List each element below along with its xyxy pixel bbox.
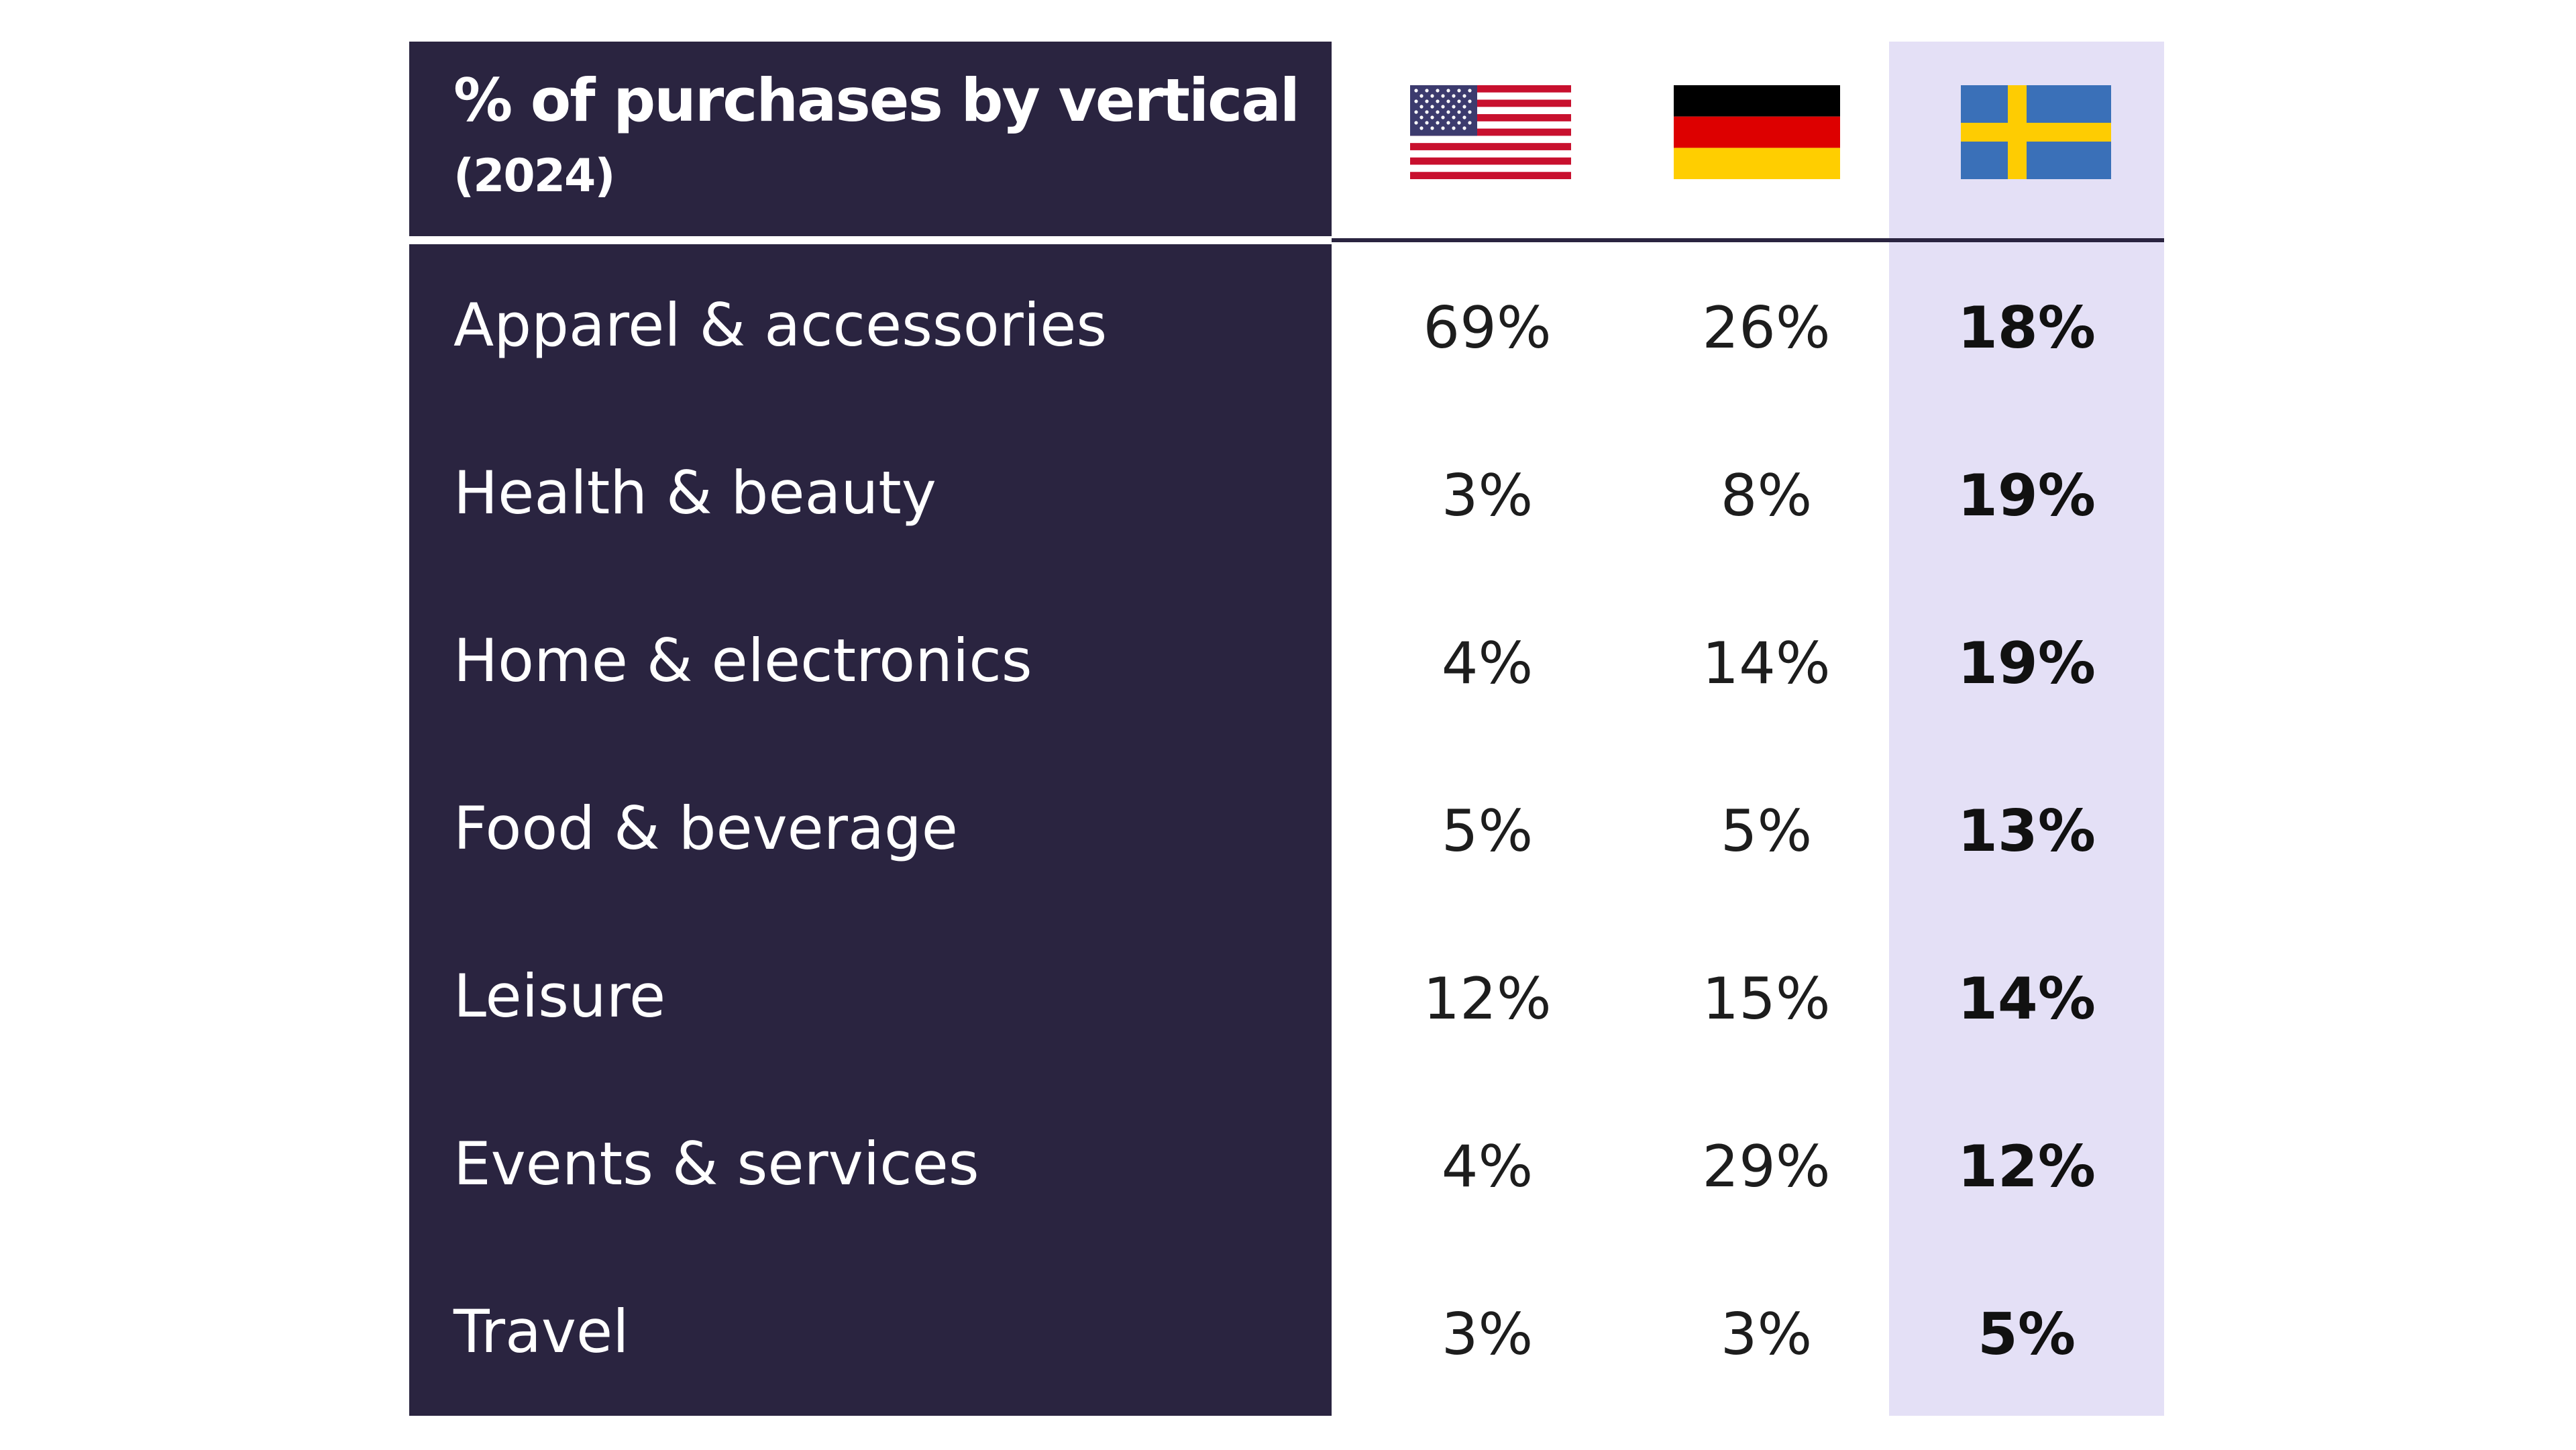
value-cell: 12%	[1957, 1133, 2096, 1200]
value-cell: 69%	[1423, 295, 1552, 362]
value-cell: 5%	[1441, 798, 1534, 865]
table-title-year: (2024)	[453, 150, 615, 203]
table-title: % of purchases by vertical (2024)	[453, 59, 1319, 208]
header-rule	[1332, 238, 2164, 242]
row-label: Health & beauty	[453, 458, 936, 527]
value-cell: 15%	[1702, 966, 1831, 1033]
row-label: Apparel & accessories	[453, 291, 1108, 360]
value-cell: 12%	[1423, 966, 1552, 1033]
value-cell: 5%	[1977, 1301, 2076, 1368]
value-cell: 19%	[1957, 462, 2096, 529]
value-cell: 29%	[1702, 1133, 1831, 1200]
value-cell: 14%	[1957, 966, 2096, 1033]
value-cell: 3%	[1441, 462, 1534, 529]
value-cell: 18%	[1957, 295, 2096, 362]
value-cell: 8%	[1720, 462, 1813, 529]
header-divider	[409, 236, 1332, 244]
row-label: Food & beverage	[453, 794, 958, 863]
value-cell: 3%	[1441, 1301, 1534, 1368]
value-cell: 3%	[1720, 1301, 1813, 1368]
value-cell: 14%	[1702, 630, 1831, 697]
value-cell: 5%	[1720, 798, 1813, 865]
row-label: Leisure	[453, 962, 666, 1031]
value-cell: 4%	[1441, 1133, 1534, 1200]
sweden-highlight-column	[1889, 42, 2164, 1416]
value-cell: 19%	[1957, 630, 2096, 697]
sweden-flag-icon	[1961, 85, 2111, 179]
row-label-panel	[409, 42, 1332, 1416]
value-cell: 26%	[1702, 295, 1831, 362]
value-cell: 13%	[1957, 798, 2096, 865]
row-label: Travel	[453, 1297, 629, 1366]
table-title-main: % of purchases by vertical	[453, 66, 1300, 135]
row-label: Home & electronics	[453, 626, 1032, 695]
us-flag-icon	[1410, 85, 1571, 179]
row-label: Events & services	[453, 1129, 979, 1198]
value-cell: 4%	[1441, 630, 1534, 697]
germany-flag-icon	[1674, 85, 1840, 179]
